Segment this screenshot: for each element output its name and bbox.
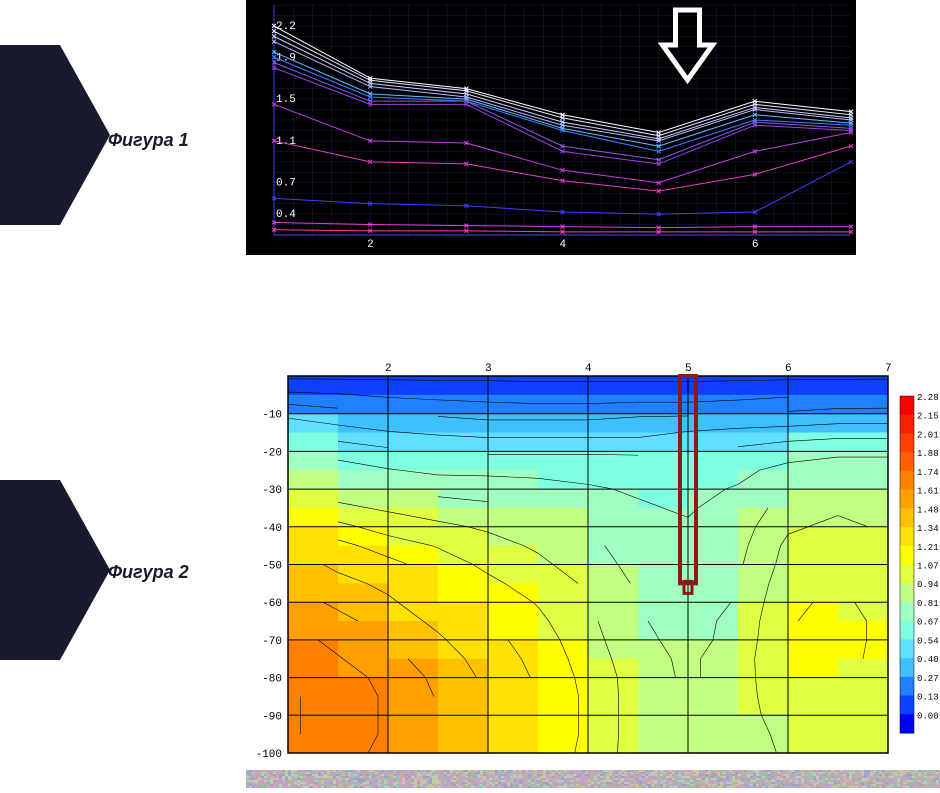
- svg-text:1.88: 1.88: [917, 449, 939, 459]
- svg-text:4: 4: [560, 239, 567, 251]
- svg-text:-60: -60: [262, 598, 282, 610]
- svg-text:2.15: 2.15: [917, 412, 939, 422]
- svg-text:0.40: 0.40: [917, 655, 939, 665]
- svg-text:2.2: 2.2: [276, 21, 296, 33]
- svg-text:0.54: 0.54: [917, 636, 939, 646]
- heatmap-chart: 2 3 4 5 6 7 -10 -20 -30 -40 -50 -60 -70 -80 -90 -100 2.2…: [246, 358, 940, 758]
- arrow-shape-2: [0, 480, 120, 660]
- svg-text:1.48: 1.48: [917, 505, 939, 515]
- svg-text:2.01: 2.01: [917, 430, 939, 440]
- svg-text:1.5: 1.5: [276, 94, 296, 106]
- svg-text:2: 2: [385, 363, 392, 375]
- svg-text:5: 5: [685, 363, 692, 375]
- svg-text:0.7: 0.7: [276, 178, 296, 190]
- noise-texture-bar: [246, 770, 940, 788]
- svg-text:1.34: 1.34: [917, 524, 939, 534]
- svg-text:-90: -90: [262, 711, 282, 723]
- svg-text:6: 6: [785, 363, 792, 375]
- svg-text:-20: -20: [262, 447, 282, 459]
- svg-text:1.74: 1.74: [917, 468, 939, 478]
- svg-text:-100: -100: [256, 749, 282, 758]
- svg-text:1.07: 1.07: [917, 562, 939, 572]
- svg-text:0.94: 0.94: [917, 580, 939, 590]
- svg-text:2.28: 2.28: [917, 393, 939, 403]
- svg-text:0.00: 0.00: [917, 711, 939, 721]
- svg-text:1.21: 1.21: [917, 543, 939, 553]
- svg-text:2: 2: [367, 239, 374, 251]
- svg-text:0.67: 0.67: [917, 618, 939, 628]
- svg-text:0.27: 0.27: [917, 674, 939, 684]
- svg-text:-80: -80: [262, 674, 282, 686]
- svg-text:0.13: 0.13: [917, 693, 939, 703]
- line-chart: 0.40.71.11.51.92.2246: [246, 0, 856, 255]
- arrow-shape-1: [0, 45, 120, 225]
- svg-text:-50: -50: [262, 561, 282, 573]
- svg-text:-30: -30: [262, 485, 282, 497]
- figure2-label: Фигура 2: [108, 562, 189, 583]
- svg-text:-70: -70: [262, 636, 282, 648]
- figure1-label: Фигура 1: [108, 130, 189, 151]
- svg-text:0.81: 0.81: [917, 599, 939, 609]
- svg-text:4: 4: [585, 363, 592, 375]
- svg-text:-10: -10: [262, 410, 282, 422]
- svg-text:3: 3: [485, 363, 492, 375]
- svg-text:-40: -40: [262, 523, 282, 535]
- svg-text:0.4: 0.4: [276, 209, 296, 221]
- svg-text:7: 7: [885, 363, 892, 375]
- svg-text:1.61: 1.61: [917, 487, 939, 497]
- svg-text:6: 6: [752, 239, 759, 251]
